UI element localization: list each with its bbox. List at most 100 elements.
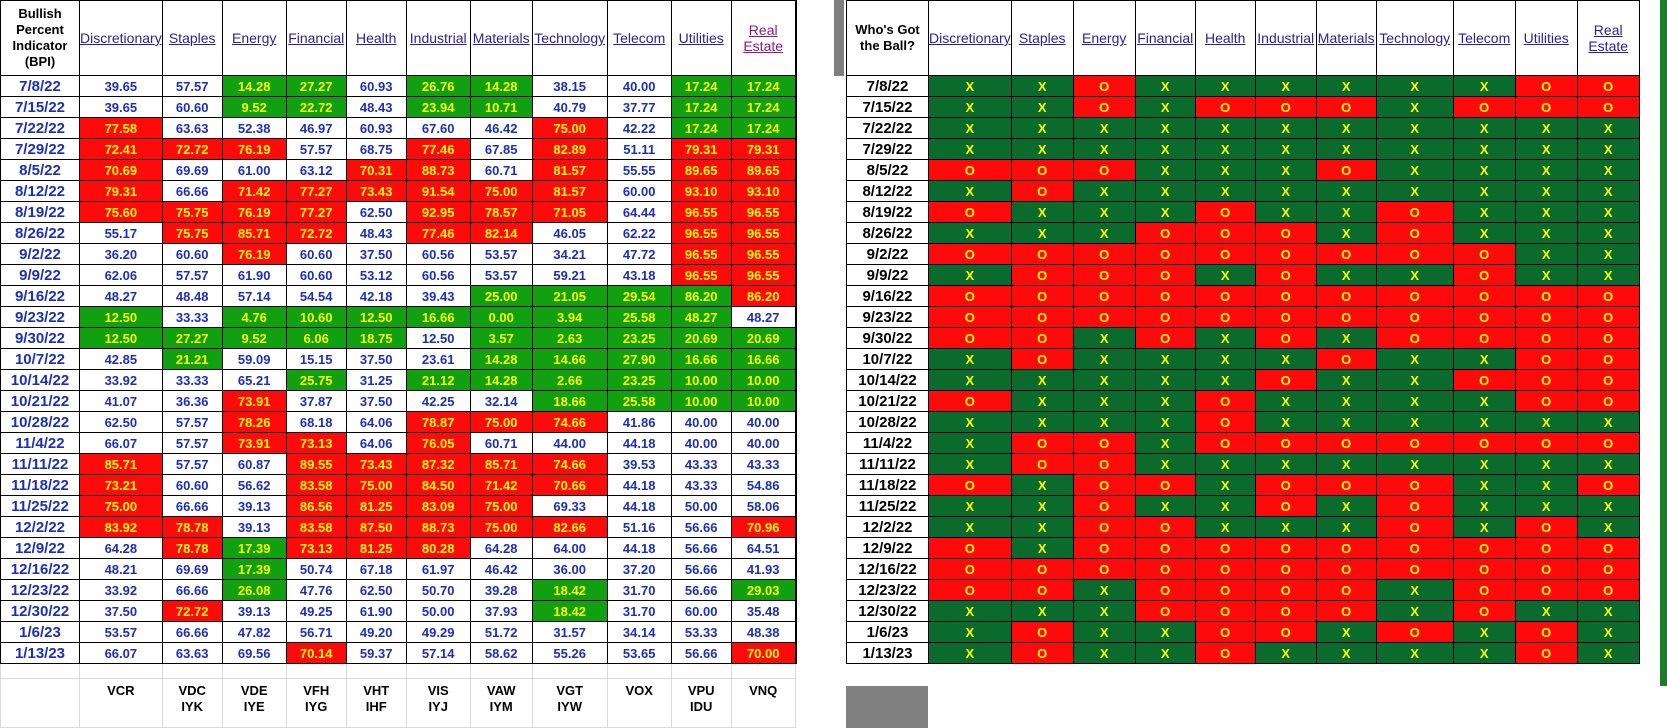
- ball-signal-cell: O: [1072, 285, 1136, 307]
- bpi-value-cell: 51.72: [469, 621, 533, 643]
- bpi-value-cell: 64.06: [345, 411, 407, 433]
- bpi-value-cell: 17.24: [730, 75, 796, 97]
- sector-link[interactable]: Technology: [534, 30, 606, 46]
- ball-header-telecom[interactable]: Telecom: [1452, 0, 1516, 76]
- bpi-value-cell: 75.00: [469, 495, 533, 517]
- ball-signal-cell: X: [1452, 348, 1516, 370]
- sector-link[interactable]: Energy: [1082, 30, 1127, 46]
- sector-link[interactable]: Staples: [1018, 30, 1066, 46]
- ball-signal-cell: X: [1010, 600, 1074, 622]
- ball-header-technology[interactable]: Technology: [1375, 0, 1454, 76]
- sector-link[interactable]: Technology: [1379, 30, 1451, 46]
- ball-signal-cell: O: [1194, 600, 1256, 622]
- ball-signal-cell: O: [928, 306, 1012, 328]
- bpi-header-staples[interactable]: Staples: [161, 0, 223, 76]
- bpi-header-materials[interactable]: Materials: [469, 0, 533, 76]
- ball-signal-cell: O: [1072, 264, 1136, 286]
- ball-signal-cell: X: [928, 222, 1012, 244]
- ball-signal-cell: O: [1514, 369, 1578, 391]
- bpi-value-cell: 18.66: [531, 390, 608, 412]
- sector-link[interactable]: Industrial: [1257, 30, 1315, 46]
- bpi-header-utilities[interactable]: Utilities: [670, 0, 732, 76]
- bpi-value-cell: 65.21: [221, 369, 287, 391]
- ball-signal-cell: X: [1010, 369, 1074, 391]
- bpi-date-cell: 1/13/23: [0, 642, 80, 664]
- ball-signal-cell: X: [1375, 117, 1454, 139]
- ball-header-financial[interactable]: Financial: [1134, 0, 1196, 76]
- bpi-header-technology[interactable]: Technology: [531, 0, 608, 76]
- column-separator: [834, 0, 844, 76]
- sector-link[interactable]: Telecom: [613, 30, 666, 46]
- ball-date-cell: 1/6/23: [846, 621, 929, 643]
- ball-header-energy[interactable]: Energy: [1072, 0, 1136, 76]
- bpi-date-cell: 9/9/22: [0, 264, 80, 286]
- bpi-value-cell: 75.00: [469, 180, 533, 202]
- ball-header-materials[interactable]: Materials: [1315, 0, 1377, 76]
- ball-signal-cell: O: [1134, 558, 1196, 580]
- bpi-header-industrial[interactable]: Industrial: [405, 0, 471, 76]
- bpi-header-real-estate[interactable]: Real Estate: [730, 0, 796, 76]
- sector-link[interactable]: Financial: [1137, 30, 1194, 46]
- bpi-blank-cell: [794, 474, 797, 496]
- bpi-date-cell: 7/29/22: [0, 138, 80, 160]
- ball-header-staples[interactable]: Staples: [1010, 0, 1074, 76]
- bpi-value-cell: 53.12: [345, 264, 407, 286]
- bpi-value-cell: 76.05: [405, 432, 471, 454]
- bpi-value-cell: 46.42: [469, 558, 533, 580]
- sector-link[interactable]: Utilities: [1523, 30, 1569, 46]
- ball-signal-cell: O: [1072, 516, 1136, 538]
- sector-link[interactable]: Materials: [1317, 30, 1375, 46]
- bpi-header-energy[interactable]: Energy: [221, 0, 287, 76]
- bpi-value-cell: 64.28: [79, 537, 163, 559]
- ball-header-real-estate[interactable]: Real Estate: [1576, 0, 1640, 76]
- bpi-header-telecom[interactable]: Telecom: [606, 0, 672, 76]
- ball-signal-cell: X: [1315, 138, 1377, 160]
- ball-signal-cell: X: [928, 600, 1012, 622]
- sector-link[interactable]: Health: [1204, 30, 1246, 46]
- ball-signal-cell: X: [1254, 516, 1317, 538]
- bpi-value-cell: 71.42: [469, 474, 533, 496]
- ball-header-discretionary[interactable]: Discretionary: [928, 0, 1012, 76]
- sector-link[interactable]: Energy: [232, 30, 277, 46]
- ball-signal-cell: O: [928, 159, 1012, 181]
- sector-link[interactable]: Industrial: [409, 30, 467, 46]
- ball-signal-cell: O: [1072, 474, 1136, 496]
- bpi-value-cell: 86.20: [670, 285, 732, 307]
- sector-link[interactable]: Financial: [288, 30, 345, 46]
- ball-header-health[interactable]: Health: [1194, 0, 1256, 76]
- ball-date-cell: 10/28/22: [846, 411, 929, 433]
- bpi-value-cell: 77.27: [285, 180, 347, 202]
- sector-link[interactable]: Utilities: [678, 30, 724, 46]
- sector-link[interactable]: Health: [355, 30, 397, 46]
- bpi-value-cell: 57.14: [405, 642, 471, 664]
- ball-signal-cell: X: [1375, 264, 1454, 286]
- bpi-value-cell: 62.22: [606, 222, 672, 244]
- bpi-value-cell: 57.57: [285, 138, 347, 160]
- sector-link[interactable]: Real Estate: [743, 22, 784, 54]
- bpi-value-cell: 50.74: [285, 558, 347, 580]
- bpi-value-cell: 17.39: [221, 537, 287, 559]
- ticker-primary: VCR: [107, 683, 135, 698]
- bpi-value-cell: 87.32: [405, 453, 471, 475]
- ball-signal-cell: O: [1010, 432, 1074, 454]
- ball-signal-cell: X: [1375, 369, 1454, 391]
- sector-link[interactable]: Telecom: [1458, 30, 1511, 46]
- bpi-header-health[interactable]: Health: [345, 0, 407, 76]
- sector-link[interactable]: Discretionary: [80, 30, 162, 46]
- ball-header-industrial[interactable]: Industrial: [1254, 0, 1317, 76]
- sector-link[interactable]: Real Estate: [1588, 22, 1629, 54]
- sector-link[interactable]: Discretionary: [929, 30, 1011, 46]
- ticker-primary: VFH: [303, 683, 330, 698]
- ball-signal-cell: O: [1375, 474, 1454, 496]
- sector-link[interactable]: Staples: [168, 30, 216, 46]
- ball-date-cell: 9/30/22: [846, 327, 929, 349]
- bpi-value-cell: 18.42: [531, 579, 608, 601]
- bpi-header-financial[interactable]: Financial: [285, 0, 347, 76]
- sector-link[interactable]: Materials: [472, 30, 530, 46]
- ball-signal-cell: X: [928, 348, 1012, 370]
- bpi-header-discretionary[interactable]: Discretionary: [79, 0, 163, 76]
- bpi-value-cell: 60.93: [345, 75, 407, 97]
- ball-signal-cell: X: [1134, 117, 1196, 139]
- ball-header-utilities[interactable]: Utilities: [1514, 0, 1578, 76]
- ball-signal-cell: X: [1514, 411, 1578, 433]
